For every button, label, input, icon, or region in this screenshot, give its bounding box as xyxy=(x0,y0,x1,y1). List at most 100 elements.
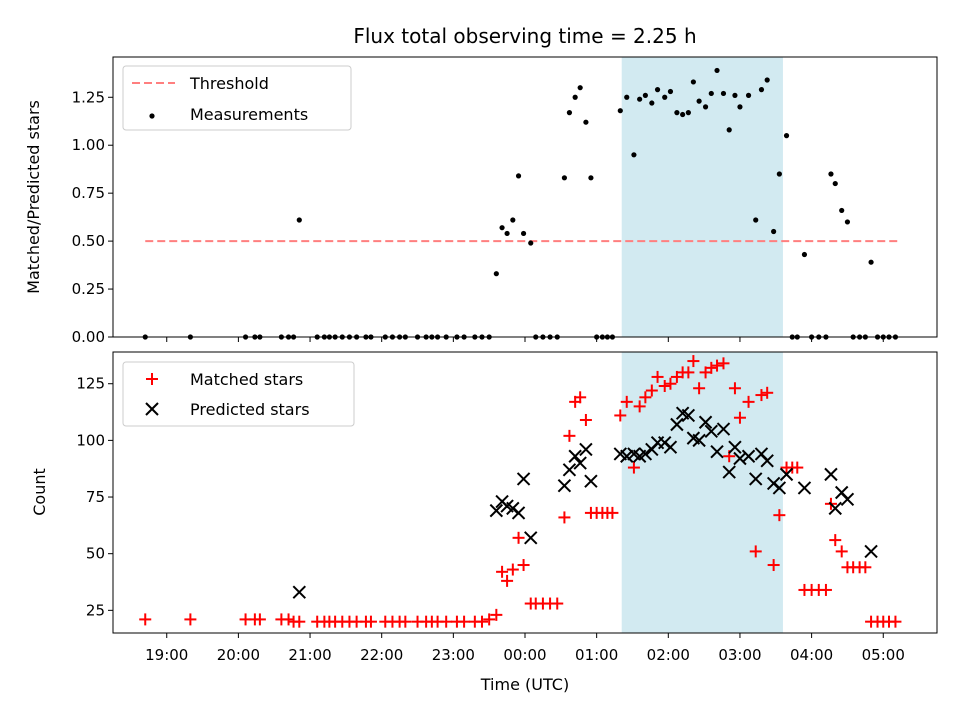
x-tick-label: 03:00 xyxy=(718,646,761,664)
matched-star-point xyxy=(658,379,671,392)
measurement-point xyxy=(745,92,752,98)
top-y-axis: 0.00 0.25 0.50 0.75 1.00 1.25 xyxy=(72,88,113,346)
predicted-star-point xyxy=(828,501,842,516)
matched-star-point xyxy=(705,361,718,374)
matched-stars-series xyxy=(139,355,902,628)
predicted-star-point xyxy=(779,467,794,482)
bottom-panel: 25 50 75 100 125 19:00 20:00 21:00 22:00 23:00 00… xyxy=(30,351,938,694)
measurement-point xyxy=(674,110,680,116)
top-axes-frame xyxy=(112,56,938,338)
predicted-star-point xyxy=(840,492,855,507)
chart-title: Flux total observing time = 2.25 h xyxy=(353,24,696,48)
x-tick-label: 01:00 xyxy=(575,646,618,664)
measurement-point xyxy=(572,94,578,100)
measurement-point xyxy=(499,225,505,231)
matched-star-point xyxy=(574,391,587,404)
matched-star-point xyxy=(633,400,646,413)
matched-star-point xyxy=(490,608,503,621)
matched-star-point xyxy=(620,395,633,408)
x-tick-label: 00:00 xyxy=(503,646,546,664)
top-x-ticks xyxy=(166,337,884,342)
matched-star-point xyxy=(664,377,677,390)
predicted-star-point xyxy=(772,481,787,495)
matched-star-point xyxy=(728,382,741,395)
measurement-point xyxy=(515,173,522,179)
bottom-legend-box xyxy=(122,361,355,427)
matched-star-point xyxy=(767,559,780,572)
matched-star-point xyxy=(184,613,197,626)
x-tick-label: 22:00 xyxy=(360,646,403,664)
predicted-star-point xyxy=(620,449,634,463)
measurement-point xyxy=(839,207,845,214)
y-tick-label: 0.50 xyxy=(72,232,105,250)
measurement-point xyxy=(783,133,790,139)
measurement-point xyxy=(588,175,594,181)
y-tick-label: 0.25 xyxy=(72,280,105,298)
matched-star-point xyxy=(755,389,768,402)
matched-star-point xyxy=(253,613,266,626)
matched-star-point xyxy=(829,534,842,547)
matched-star-point xyxy=(501,574,514,587)
matched-star-point xyxy=(733,411,746,424)
matched-star-point xyxy=(711,359,724,372)
matched-star-point xyxy=(606,506,619,519)
bottom-x-axis: 19:00 20:00 21:00 22:00 23:00 00:00 01:00 02:00… xyxy=(145,633,905,664)
measurement-point xyxy=(737,104,743,110)
measurement-point xyxy=(776,171,782,177)
predicted-star-point xyxy=(524,531,538,545)
predicted-star-point xyxy=(728,440,742,454)
x-tick-label: 20:00 xyxy=(217,646,260,664)
matched-star-point xyxy=(627,461,640,474)
predicted-star-point xyxy=(638,447,653,461)
x-tick-label: 02:00 xyxy=(647,646,690,664)
predicted-star-point xyxy=(557,478,572,493)
measurement-point xyxy=(493,271,499,277)
matched-star-point xyxy=(819,583,832,596)
predicted-star-point xyxy=(573,456,587,470)
matched-star-point xyxy=(717,357,730,370)
measurements-legend-icon xyxy=(149,113,155,119)
matched-star-point xyxy=(614,409,627,422)
matched-legend-label: Matched stars xyxy=(190,370,303,389)
predicted-star-point xyxy=(824,467,838,482)
predicted-star-point xyxy=(584,474,598,488)
measurement-point xyxy=(624,94,630,100)
x-tick-label: 19:00 xyxy=(145,646,188,664)
matched-star-point xyxy=(558,511,571,524)
y-tick-label: 0.00 xyxy=(72,328,105,346)
measurement-point xyxy=(637,96,643,102)
bottom-axes-frame xyxy=(112,351,938,634)
y-tick-label: 1.25 xyxy=(72,88,105,106)
matched-star-point xyxy=(483,613,496,626)
matched-star-point xyxy=(440,615,453,628)
predicted-star-point xyxy=(722,465,736,479)
x-tick-label: 04:00 xyxy=(790,646,833,664)
predicted-star-point xyxy=(681,408,696,423)
matched-star-point xyxy=(476,615,489,628)
matched-star-point xyxy=(496,565,509,578)
measurement-point xyxy=(764,77,770,83)
predicted-star-point xyxy=(716,422,731,436)
matched-star-point xyxy=(889,615,902,628)
matched-star-point xyxy=(364,615,377,628)
matched-star-point xyxy=(761,386,774,399)
predicted-star-point xyxy=(760,454,774,468)
predicted-star-point xyxy=(568,449,582,463)
measurement-point xyxy=(566,110,573,116)
y-tick-label: 25 xyxy=(86,601,105,619)
measurement-point xyxy=(844,219,851,225)
measurement-point xyxy=(685,110,691,116)
matched-star-point xyxy=(651,370,664,383)
predicted-star-point xyxy=(292,585,307,599)
matched-star-point xyxy=(282,613,295,626)
predicted-star-point xyxy=(704,424,719,439)
measurement-point xyxy=(720,90,727,97)
measurement-point xyxy=(583,119,589,125)
matched-star-point xyxy=(749,545,762,558)
x-tick-label: 23:00 xyxy=(432,646,475,664)
measurement-point xyxy=(662,94,668,100)
predicted-star-point xyxy=(516,472,531,486)
measurement-point xyxy=(702,104,709,110)
measurement-point xyxy=(631,152,637,158)
